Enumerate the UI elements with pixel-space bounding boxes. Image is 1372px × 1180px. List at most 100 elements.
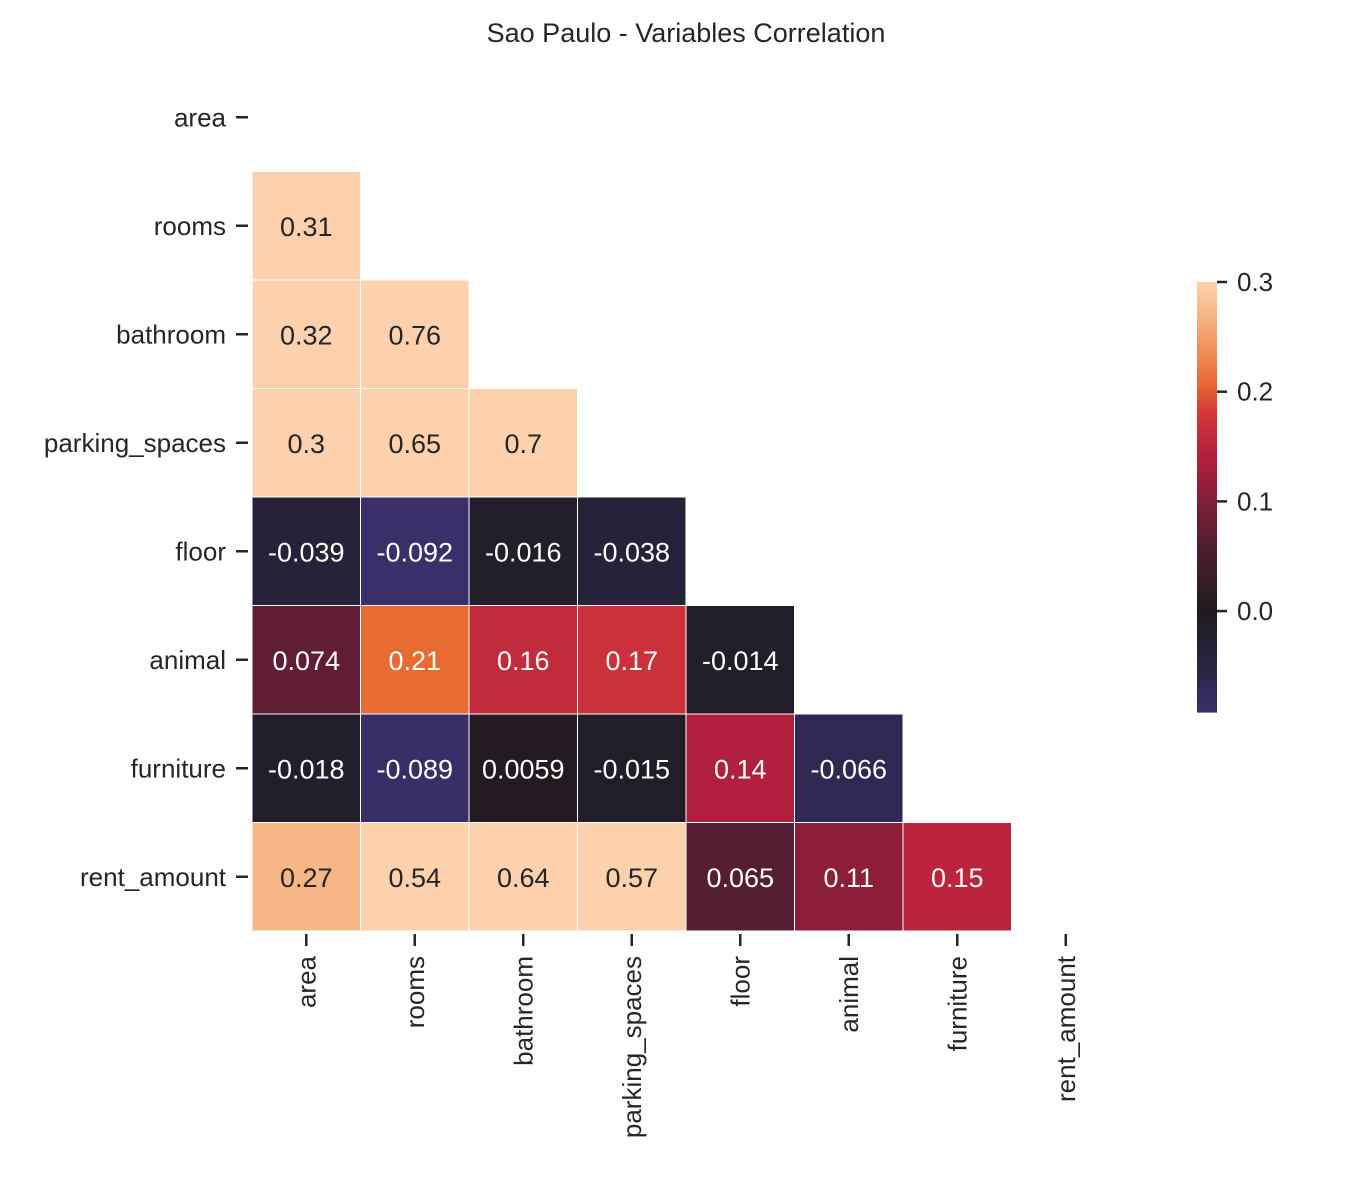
- y-tick-label-rent_amount: rent_amount: [80, 862, 227, 892]
- heatmap-cell-furniture-parking_spaces: [577, 713, 687, 823]
- colorbar-segment: [1197, 622, 1217, 627]
- cell-annotation-furniture-parking_spaces: -0.015: [593, 754, 670, 784]
- heatmap-cell-furniture-area: [251, 713, 361, 823]
- colorbar-segment: [1197, 461, 1217, 466]
- colorbar-segment: [1197, 357, 1217, 362]
- colorbar-segment: [1197, 633, 1217, 638]
- heatmap-cell-animal-parking_spaces: [577, 605, 687, 715]
- colorbar-segment: [1197, 586, 1217, 591]
- cell-annotation-furniture-animal: -0.066: [810, 754, 887, 784]
- colorbar-segment: [1197, 597, 1217, 602]
- colorbar-segment: [1197, 654, 1217, 659]
- cell-annotation-floor-rooms: -0.092: [376, 537, 453, 567]
- colorbar-segment: [1197, 339, 1217, 344]
- heatmap-cell-animal-bathroom: [468, 605, 578, 715]
- colorbar-segment: [1197, 342, 1217, 348]
- cell-annotation-rent_amount-parking_spaces: 0.57: [605, 863, 658, 893]
- colorbar-segment: [1197, 471, 1217, 477]
- colorbar-segment: [1197, 554, 1217, 559]
- colorbar: 0.0 0.1 0.2 0.3: [1197, 267, 1273, 713]
- colorbar-segment: [1197, 486, 1217, 491]
- y-tick-label-parking_spaces: parking_spaces: [44, 428, 226, 458]
- colorbar-segment: [1197, 303, 1217, 308]
- cell-annotation-furniture-floor: 0.14: [714, 754, 767, 784]
- colorbar-segment: [1197, 407, 1217, 412]
- colorbar-segment: [1197, 310, 1217, 315]
- colorbar-segment: [1197, 403, 1217, 409]
- cell-annotation-floor-area: -0.039: [268, 537, 345, 567]
- heatmap-cell-floor-bathroom: [468, 496, 578, 606]
- colorbar-segment: [1197, 443, 1217, 448]
- colorbar-segment: [1197, 647, 1217, 652]
- cell-annotation-rooms-area: 0.31: [280, 212, 333, 242]
- colorbar-segment: [1197, 504, 1217, 509]
- colorbar-segment: [1197, 493, 1217, 498]
- colorbar-segment: [1197, 314, 1217, 319]
- colorbar-segment: [1197, 665, 1217, 670]
- colorbar-segment: [1197, 615, 1217, 620]
- colorbar-segment: [1197, 317, 1217, 323]
- colorbar-segment: [1197, 550, 1217, 555]
- colorbar-segment: [1197, 325, 1217, 330]
- heatmap-cell-floor-parking_spaces: [577, 496, 687, 606]
- colorbar-segment: [1197, 514, 1217, 520]
- colorbar-segment: [1197, 432, 1217, 437]
- colorbar-segment: [1197, 694, 1217, 699]
- y-tick-label-rooms: rooms: [154, 211, 226, 241]
- heatmap-cell-rent_amount-floor: [685, 822, 795, 932]
- colorbar-segment: [1197, 321, 1217, 326]
- colorbar-segment: [1197, 418, 1217, 423]
- colorbar-segment: [1197, 411, 1217, 416]
- cell-annotation-rent_amount-bathroom: 0.64: [497, 863, 550, 893]
- colorbar-segment: [1197, 296, 1217, 301]
- cell-annotation-rent_amount-animal: 0.11: [823, 863, 874, 893]
- colorbar-segment: [1197, 676, 1217, 681]
- cell-annotation-animal-floor: -0.014: [702, 646, 779, 676]
- colorbar-segment: [1197, 565, 1217, 570]
- colorbar-segment: [1197, 708, 1217, 713]
- colorbar-segment: [1197, 686, 1217, 692]
- heatmap-cell-furniture-animal: [794, 713, 904, 823]
- colorbar-tick-label: 0.2: [1237, 377, 1273, 407]
- heatmap-cells: [251, 171, 1012, 932]
- cell-annotation-rent_amount-floor: 0.065: [706, 863, 774, 893]
- colorbar-segment: [1197, 428, 1217, 434]
- colorbar-segment: [1197, 561, 1217, 566]
- x-tick-label-animal: animal: [834, 956, 864, 1033]
- colorbar-segment: [1197, 425, 1217, 430]
- colorbar-segment: [1197, 489, 1217, 495]
- colorbar-segment: [1197, 360, 1217, 366]
- colorbar-tick-label: 0.0: [1237, 596, 1273, 626]
- colorbar-segment: [1197, 572, 1217, 577]
- colorbar-segment: [1197, 368, 1217, 373]
- y-tick-label-furniture: furniture: [131, 753, 226, 783]
- colorbar-segment: [1197, 679, 1217, 684]
- colorbar-segment: [1197, 375, 1217, 380]
- colorbar-segment: [1197, 307, 1217, 312]
- x-tick-label-area: area: [291, 955, 321, 1008]
- heatmap-cell-bathroom-area: [251, 279, 361, 389]
- colorbar-tick-label: 0.3: [1237, 267, 1273, 297]
- cell-annotation-bathroom-rooms: 0.76: [388, 320, 441, 350]
- x-tick-label-parking_spaces: parking_spaces: [617, 956, 647, 1138]
- colorbar-segment: [1197, 378, 1217, 383]
- heatmap-cell-parking_spaces-area: [251, 388, 361, 498]
- heatmap-cell-animal-floor: [685, 605, 795, 715]
- cell-annotation-furniture-rooms: -0.089: [376, 754, 453, 784]
- heatmap-cell-bathroom-rooms: [360, 279, 470, 389]
- x-tick-label-rooms: rooms: [400, 956, 430, 1028]
- colorbar-segment: [1197, 522, 1217, 527]
- colorbar-segment: [1197, 446, 1217, 452]
- colorbar-segment: [1197, 618, 1217, 624]
- cell-annotation-rent_amount-area: 0.27: [280, 863, 333, 893]
- colorbar-segment: [1197, 629, 1217, 634]
- colorbar-segment: [1197, 536, 1217, 541]
- colorbar-segment: [1197, 529, 1217, 534]
- cell-annotation-floor-parking_spaces: -0.038: [593, 537, 670, 567]
- colorbar-segment: [1197, 500, 1217, 505]
- cell-annotation-floor-bathroom: -0.016: [485, 537, 562, 567]
- colorbar-segment: [1197, 353, 1217, 358]
- colorbar-segment: [1197, 450, 1217, 455]
